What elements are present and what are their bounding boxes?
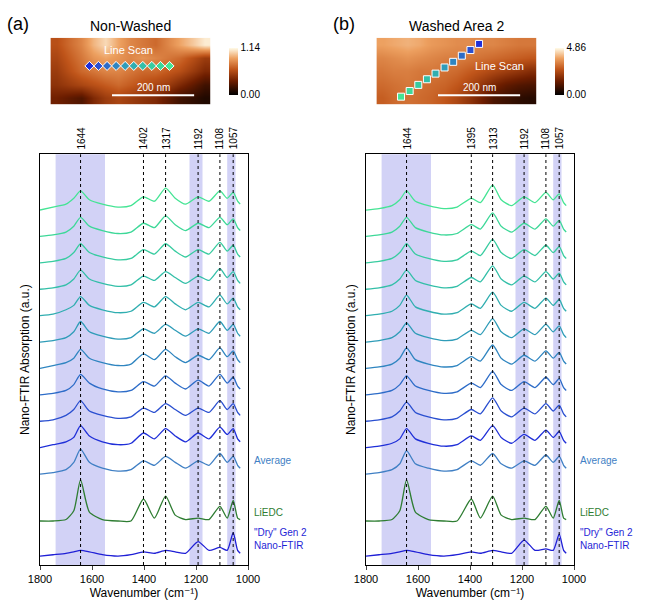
svg-text:LiEDC: LiEDC bbox=[254, 507, 283, 518]
svg-text:Non-Washed: Non-Washed bbox=[90, 18, 171, 34]
svg-text:4.86: 4.86 bbox=[567, 42, 587, 53]
svg-text:0.00: 0.00 bbox=[567, 89, 587, 100]
svg-text:1200: 1200 bbox=[510, 573, 534, 585]
svg-text:1800: 1800 bbox=[354, 573, 378, 585]
svg-text:Nano-FTIR Absorption (a.u.): Nano-FTIR Absorption (a.u.) bbox=[18, 284, 32, 435]
svg-text:1000: 1000 bbox=[236, 573, 260, 585]
svg-text:1400: 1400 bbox=[458, 573, 482, 585]
svg-text:1317: 1317 bbox=[161, 127, 172, 150]
svg-text:1000: 1000 bbox=[562, 573, 586, 585]
svg-text:1313: 1313 bbox=[488, 127, 499, 150]
svg-text:(a): (a) bbox=[7, 14, 29, 34]
svg-text:Wavenumber (cm⁻¹): Wavenumber (cm⁻¹) bbox=[90, 586, 199, 600]
svg-text:Line Scan: Line Scan bbox=[475, 60, 524, 72]
svg-text:"Dry" Gen 2Nano-FTIR: "Dry" Gen 2Nano-FTIR bbox=[254, 527, 307, 551]
svg-text:1600: 1600 bbox=[80, 573, 104, 585]
svg-text:1.14: 1.14 bbox=[241, 42, 261, 53]
svg-text:Average: Average bbox=[580, 455, 618, 466]
svg-text:200 nm: 200 nm bbox=[463, 82, 496, 93]
svg-text:1108: 1108 bbox=[214, 128, 225, 150]
svg-text:1644: 1644 bbox=[76, 127, 87, 150]
svg-text:1108: 1108 bbox=[540, 128, 551, 150]
svg-text:"Dry" Gen 2Nano-FTIR: "Dry" Gen 2Nano-FTIR bbox=[580, 527, 633, 551]
svg-text:1395: 1395 bbox=[466, 127, 477, 150]
svg-text:1800: 1800 bbox=[28, 573, 52, 585]
svg-text:Nano-FTIR Absorption (a.u.): Nano-FTIR Absorption (a.u.) bbox=[344, 284, 358, 435]
svg-text:1600: 1600 bbox=[406, 573, 430, 585]
svg-text:1400: 1400 bbox=[132, 573, 156, 585]
svg-text:1192: 1192 bbox=[519, 128, 530, 150]
svg-text:Average: Average bbox=[254, 455, 292, 466]
svg-text:1057: 1057 bbox=[228, 127, 239, 150]
svg-text:1200: 1200 bbox=[184, 573, 208, 585]
svg-text:1192: 1192 bbox=[193, 128, 204, 150]
svg-text:1402: 1402 bbox=[138, 127, 149, 150]
svg-text:0.00: 0.00 bbox=[241, 89, 261, 100]
svg-text:Wavenumber (cm⁻¹): Wavenumber (cm⁻¹) bbox=[416, 586, 525, 600]
svg-text:LiEDC: LiEDC bbox=[580, 507, 609, 518]
svg-text:1057: 1057 bbox=[554, 127, 565, 150]
svg-text:Washed Area 2: Washed Area 2 bbox=[409, 18, 504, 34]
svg-text:(b): (b) bbox=[333, 14, 355, 34]
svg-text:200 nm: 200 nm bbox=[137, 82, 170, 93]
svg-text:Line Scan: Line Scan bbox=[104, 44, 153, 56]
svg-text:1644: 1644 bbox=[402, 127, 413, 150]
